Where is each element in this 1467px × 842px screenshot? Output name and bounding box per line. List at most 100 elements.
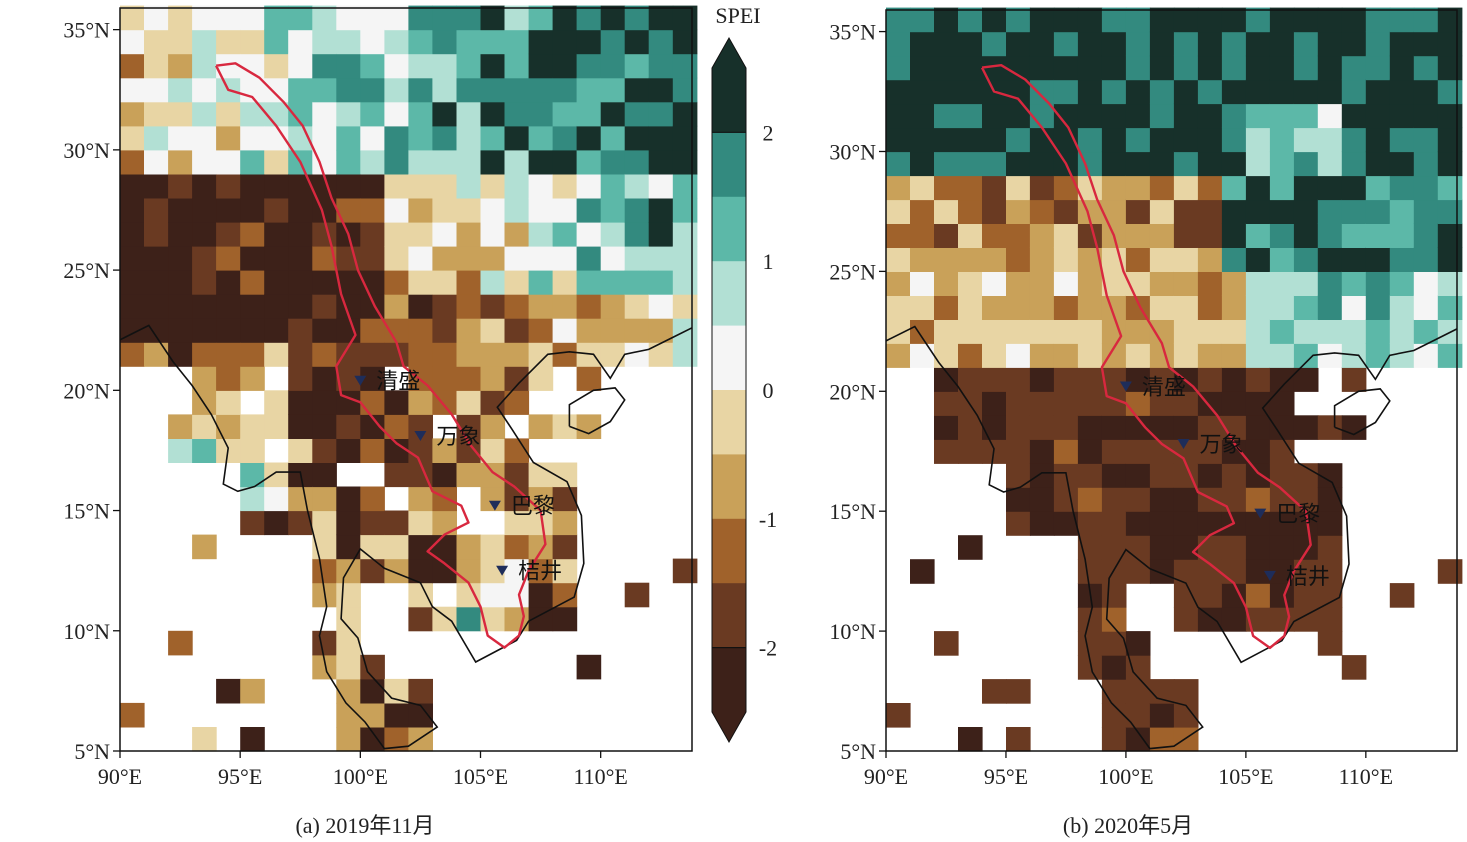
spei-cell: [910, 175, 935, 201]
spei-cell: [1365, 7, 1391, 33]
spei-cell: [1341, 55, 1367, 81]
spei-cell: [240, 414, 265, 439]
spei-cell: [1341, 415, 1367, 440]
spei-cell: [288, 5, 313, 31]
spei-cell: [552, 582, 578, 608]
spei-cell: [240, 5, 265, 31]
spei-cell: [1269, 55, 1295, 81]
spei-cell: [1389, 31, 1415, 57]
spei-cell: [958, 31, 983, 57]
spei-cell: [1341, 79, 1367, 105]
spei-cell: [504, 29, 530, 55]
spei-cell: [1053, 247, 1079, 272]
spei-cell: [1173, 679, 1199, 704]
spei-cell: [576, 101, 602, 127]
spei-cell: [1389, 7, 1415, 33]
spei-cell: [384, 462, 409, 488]
spei-cell: [552, 270, 578, 295]
spei-cell: [1341, 175, 1367, 201]
spei-cell: [1077, 79, 1103, 105]
spei-cell: [648, 294, 674, 319]
station-marker: [496, 565, 509, 576]
spei-cell: [168, 342, 193, 367]
spei-cell: [910, 247, 935, 272]
spei-cell: [1245, 319, 1271, 344]
spei-cell: [648, 342, 674, 367]
spei-cell: [192, 246, 217, 271]
spei-cell: [240, 438, 265, 463]
spei-cell: [1029, 439, 1055, 464]
spei-cell: [192, 270, 217, 295]
spei-cell: [1317, 535, 1343, 560]
spei-cell: [360, 5, 385, 31]
spei-cell: [624, 5, 650, 31]
spei-cell: [1221, 391, 1247, 416]
spei-cell: [120, 342, 145, 367]
spei-cell: [886, 127, 911, 153]
spei-cell: [934, 223, 959, 248]
spei-cell: [384, 390, 409, 415]
spei-cell: [1317, 151, 1343, 177]
spei-cell: [648, 5, 674, 31]
spei-cell: [1101, 679, 1127, 704]
spei-cell: [672, 270, 698, 295]
spei-cell: [528, 149, 554, 175]
spei-cell: [1173, 415, 1199, 440]
spei-cell: [144, 5, 169, 31]
spei-cell: [1006, 487, 1031, 512]
lon-tick-label: 105°E: [453, 764, 508, 789]
spei-cell: [1269, 199, 1295, 224]
spei-cell: [1413, 175, 1439, 201]
spei-cell: [528, 582, 554, 608]
spei-cell: [312, 270, 337, 295]
spei-cell: [1317, 103, 1343, 129]
spei-cell: [240, 222, 265, 247]
spei-cell: [216, 270, 241, 295]
spei-cell: [958, 151, 983, 177]
spei-cell: [1006, 151, 1031, 177]
spei-cell: [480, 414, 506, 439]
spei-cell: [1389, 175, 1415, 201]
spei-cell: [264, 246, 289, 271]
spei-cell: [216, 125, 241, 151]
spei-cell: [1173, 247, 1199, 272]
spei-cell: [1197, 511, 1223, 536]
spei-cell: [360, 149, 385, 175]
spei-cell: [672, 342, 698, 367]
spei-cell: [624, 246, 650, 271]
spei-cell: [1389, 271, 1415, 296]
spei-cell: [1006, 367, 1031, 392]
spei-cell: [1365, 247, 1391, 272]
spei-cell: [432, 149, 457, 175]
spei-cell: [1389, 223, 1415, 248]
spei-cell: [216, 366, 241, 391]
spei-cell: [1029, 175, 1055, 201]
spei-cell: [552, 149, 578, 175]
spei-cell: [1269, 223, 1295, 248]
spei-cell: [360, 534, 385, 560]
spei-cell: [958, 271, 983, 296]
spei-cell: [1173, 271, 1199, 296]
spei-cell: [1006, 31, 1031, 57]
spei-cell: [672, 125, 698, 151]
spei-cell: [1125, 631, 1151, 656]
spei-cell: [1029, 151, 1055, 177]
lat-tick-label: 35°N: [63, 18, 110, 43]
spei-cell: [982, 295, 1007, 320]
spei-cell: [480, 318, 506, 343]
colorbar-tick-label: 0: [763, 378, 774, 403]
spei-cell: [384, 173, 409, 199]
spei-cell: [1029, 79, 1055, 105]
spei-cell: [360, 198, 385, 223]
station-marker: [414, 431, 427, 441]
spei-cell: [432, 294, 457, 319]
spei-cell: [1029, 247, 1055, 272]
panel-a-basin-outline: [215, 62, 547, 649]
spei-cell: [1413, 271, 1439, 296]
spei-cell: [934, 439, 959, 464]
spei-cell: [240, 510, 265, 536]
spei-cell: [1341, 271, 1367, 296]
spei-cell: [144, 294, 169, 319]
spei-cell: [934, 247, 959, 272]
spei-cell: [1053, 343, 1079, 368]
